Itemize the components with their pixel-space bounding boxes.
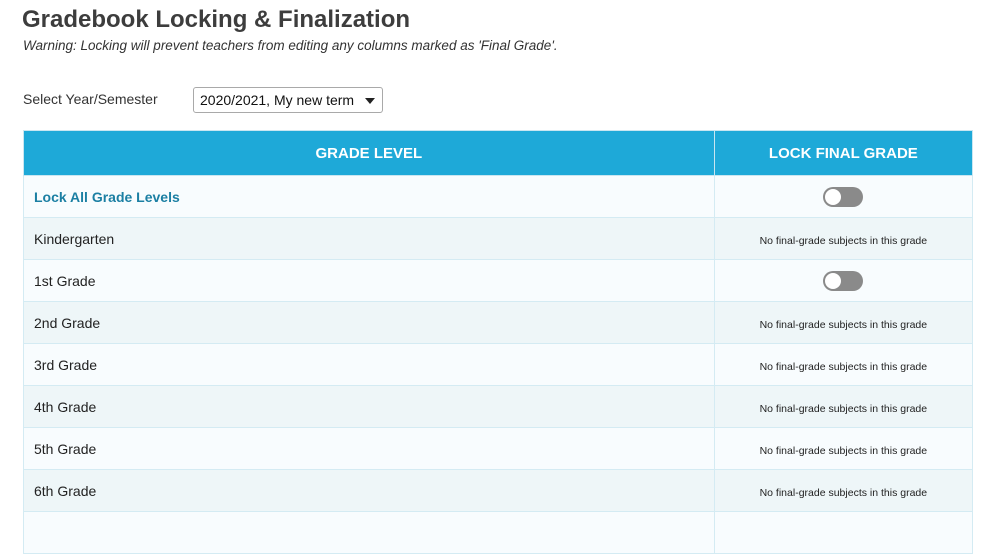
lock-status-cell: No final-grade subjects in this grade [713, 301, 974, 344]
grade-level-cell: 4th Grade [23, 385, 715, 428]
no-final-grade-note: No final-grade subjects in this grade [759, 486, 928, 499]
table-row: Kindergarten No final-grade subjects in … [23, 217, 974, 260]
lock-all-toggle[interactable] [823, 186, 864, 207]
grade-level-cell: 3rd Grade [23, 343, 715, 386]
lock-status-cell [713, 259, 974, 302]
lock-all-cell: Lock All Grade Levels [23, 175, 715, 218]
lock-status-cell: No final-grade subjects in this grade [713, 385, 974, 428]
page-title: Gradebook Locking & Finalization [22, 6, 411, 33]
lock-all-grade-levels-link[interactable]: Lock All Grade Levels [34, 188, 180, 205]
year-semester-select[interactable]: 2020/2021, My new term [193, 87, 383, 113]
no-final-grade-note: No final-grade subjects in this grade [759, 234, 928, 247]
grade-level-cell: Kindergarten [23, 217, 715, 260]
table-row: 5th Grade No final-grade subjects in thi… [23, 427, 974, 470]
toggle-knob [825, 188, 842, 205]
no-final-grade-note: No final-grade subjects in this grade [759, 402, 928, 415]
table-row: 2nd Grade No final-grade subjects in thi… [23, 301, 974, 344]
column-header-lock-final-grade: LOCK FINAL GRADE [713, 130, 974, 176]
toggle-knob [825, 272, 842, 289]
year-semester-label: Select Year/Semester [23, 91, 158, 107]
no-final-grade-note: No final-grade subjects in this grade [759, 318, 928, 331]
caret-down-icon [365, 98, 375, 104]
table-header-row: GRADE LEVEL LOCK FINAL GRADE [23, 130, 974, 176]
lock-status-cell: No final-grade subjects in this grade [713, 217, 974, 260]
no-final-grade-note: No final-grade subjects in this grade [759, 444, 928, 457]
grade-level-cell: 6th Grade [23, 469, 715, 512]
locking-warning: Warning: Locking will prevent teachers f… [23, 38, 558, 53]
column-header-grade-level: GRADE LEVEL [23, 130, 715, 176]
grade-level-cell: 5th Grade [23, 427, 715, 470]
grade-level-cell: 1st Grade [23, 259, 715, 302]
grade-level-cell: 2nd Grade [23, 301, 715, 344]
table-row: 3rd Grade No final-grade subjects in thi… [23, 343, 974, 386]
lock-all-toggle-cell [713, 175, 974, 218]
lock-status-cell: No final-grade subjects in this grade [713, 469, 974, 512]
lock-grade-toggle[interactable] [823, 270, 864, 291]
table-row: 4th Grade No final-grade subjects in thi… [23, 385, 974, 428]
no-final-grade-note: No final-grade subjects in this grade [759, 360, 928, 373]
table-row: 6th Grade No final-grade subjects in thi… [23, 469, 974, 512]
year-semester-value: 2020/2021, My new term [200, 92, 355, 108]
lock-status-cell: No final-grade subjects in this grade [713, 427, 974, 470]
table-row-lock-all: Lock All Grade Levels [23, 175, 974, 218]
lock-status-cell: No final-grade subjects in this grade [713, 343, 974, 386]
grade-lock-table: GRADE LEVEL LOCK FINAL GRADE Lock All Gr… [23, 130, 974, 554]
table-row: 1st Grade [23, 259, 974, 302]
